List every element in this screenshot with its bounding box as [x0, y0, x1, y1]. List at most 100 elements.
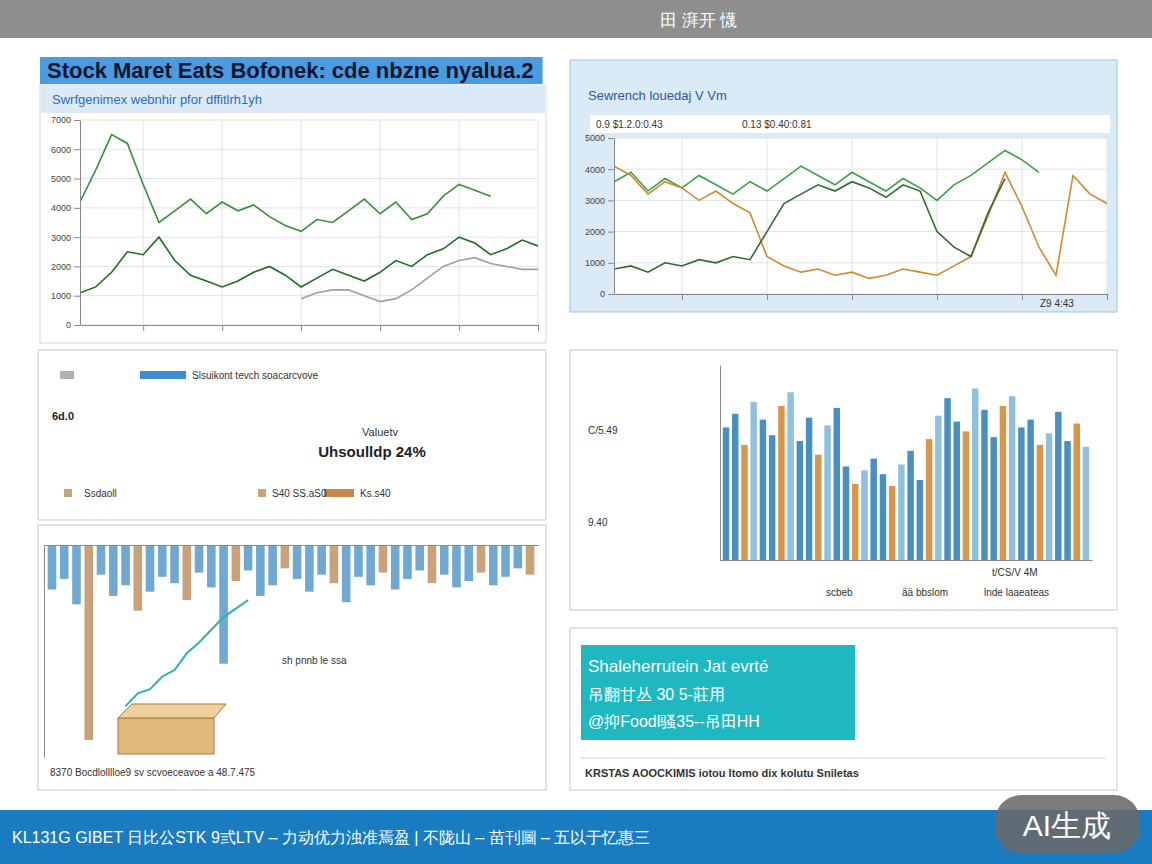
- annotation: C/5.49: [588, 425, 618, 436]
- grid-line: [459, 120, 460, 325]
- chart-title: Swrfgenimex webnhir pfor dffitlrh1yh: [52, 92, 262, 107]
- tick-mark: [74, 120, 80, 121]
- separator: [580, 758, 1105, 759]
- bar: [870, 459, 876, 560]
- bar: [403, 545, 412, 579]
- axis: 010002000300040005000: [585, 133, 615, 299]
- tick-mark: [608, 138, 614, 139]
- tick-label: 1000: [51, 291, 71, 301]
- grid-line: [80, 120, 538, 121]
- bar: [1083, 447, 1089, 560]
- tick: [538, 325, 539, 331]
- bar: [778, 406, 784, 560]
- tick-mark: [852, 294, 853, 300]
- bar: [732, 414, 738, 560]
- swatch: [258, 489, 266, 497]
- tick: [222, 325, 223, 331]
- axis: [721, 560, 1093, 561]
- grid-line: [614, 138, 1107, 139]
- axis-line: [45, 545, 539, 546]
- grid-line: [143, 120, 144, 325]
- bar: [889, 486, 895, 560]
- axis: [45, 545, 539, 546]
- tick-mark: [608, 294, 614, 295]
- bar: [1074, 424, 1080, 561]
- grid: [80, 120, 538, 325]
- bar: [281, 545, 290, 568]
- bar: [428, 545, 437, 583]
- tick: 5000: [585, 133, 614, 143]
- badge-text: AI生成: [1023, 809, 1111, 842]
- tick: [380, 325, 381, 331]
- line-chart: 01000200030004000500060007000: [51, 115, 539, 331]
- annotation-band: [590, 115, 1110, 133]
- annotation: t/CS/V 4M: [992, 567, 1038, 578]
- page: 田 湃开 懱Stock Maret Eats Bofonek: cde nbzn…: [0, 0, 1152, 864]
- tick-label: 2000: [585, 227, 605, 237]
- tick-label: 4000: [585, 165, 605, 175]
- bar: [379, 545, 388, 573]
- axis-line: [80, 121, 81, 326]
- axis: [615, 294, 1108, 300]
- bar: [513, 545, 522, 568]
- tick: 6000: [51, 145, 80, 155]
- annotation: ää bbslom: [902, 587, 948, 598]
- bar: [1018, 427, 1024, 560]
- tick-label: 3000: [585, 196, 605, 206]
- bar-chart: [721, 366, 1093, 561]
- badge: [995, 795, 1140, 853]
- bar: [183, 545, 192, 600]
- bar: [452, 545, 461, 587]
- bar: [1009, 396, 1015, 560]
- tick: [852, 294, 853, 300]
- grid-line: [380, 120, 381, 325]
- bar: [97, 545, 106, 575]
- bar: [1037, 445, 1043, 560]
- kpi-footer: S40 SS.aS0: [272, 488, 327, 499]
- bar: [330, 545, 339, 583]
- bar: [926, 439, 932, 560]
- bar: [963, 431, 969, 560]
- swatch: [140, 371, 186, 379]
- panel-frame: [570, 60, 1117, 312]
- line: [80, 135, 491, 232]
- bar: [440, 545, 449, 575]
- tick: 1000: [51, 291, 80, 301]
- bar: [917, 480, 923, 560]
- bar: [195, 545, 204, 573]
- tick-mark: [74, 237, 80, 238]
- bar: [972, 388, 978, 560]
- bar: [268, 545, 277, 585]
- bar: [489, 545, 498, 585]
- tick-mark: [937, 294, 938, 300]
- bar: [477, 545, 486, 573]
- box-lid: [118, 704, 226, 718]
- tick: [1107, 294, 1108, 300]
- tick-mark: [222, 325, 223, 331]
- grid-line: [222, 120, 223, 325]
- panel: C/5.499.40t/CS/V 4Mscbebää bbslomlnde la…: [570, 350, 1117, 610]
- tick: 5000: [51, 174, 80, 184]
- tick-mark: [74, 266, 80, 267]
- bar: [305, 545, 314, 592]
- line-chart: 010002000300040005000: [585, 133, 1108, 300]
- tick: 1000: [585, 258, 614, 268]
- note-text: Shaleherrutein Jat evrté: [588, 657, 769, 676]
- kpi-value: Uhsoulldp 24%: [318, 443, 426, 460]
- kpi-footer: Ssdaoll: [84, 488, 117, 499]
- panel-header: [41, 86, 545, 113]
- bar: [741, 445, 747, 560]
- bar: [769, 435, 775, 560]
- bar: [146, 545, 155, 592]
- tick-mark: [767, 294, 768, 300]
- bar: [342, 545, 351, 602]
- tick-label: 3000: [51, 233, 71, 243]
- bar: [415, 545, 424, 570]
- panel: Sewrench louedaj V Vm0.9 $1.2.0:0.430.13…: [570, 60, 1117, 312]
- axis-line: [44, 546, 45, 758]
- tick: 3000: [585, 196, 614, 206]
- title: Stock Maret Eats Bofonek: cde nbzne nyal…: [47, 58, 534, 83]
- tick-mark: [380, 325, 381, 331]
- axis-line: [615, 294, 1108, 295]
- bar: [935, 416, 941, 560]
